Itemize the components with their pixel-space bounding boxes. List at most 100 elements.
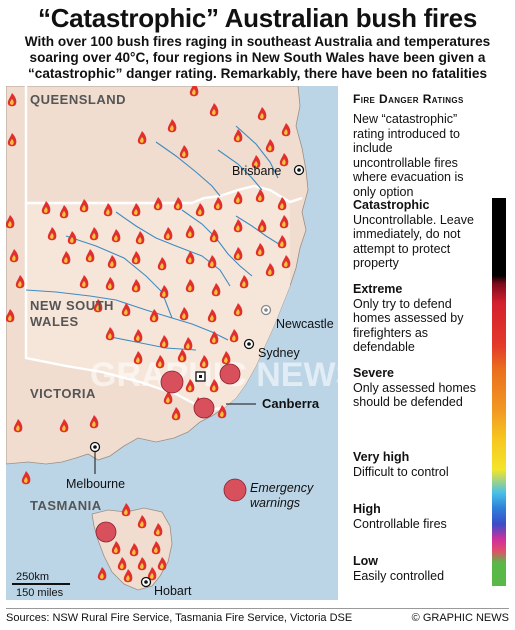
scale-bar: 250km 150 miles xyxy=(12,571,70,599)
fire-icon-core xyxy=(106,209,110,215)
fire-icon-core xyxy=(284,261,288,267)
fire-icon-core xyxy=(70,237,74,243)
fire-icon-core xyxy=(12,255,16,261)
fire-icon-core xyxy=(156,529,160,535)
danger-color-scale xyxy=(492,198,506,586)
fire-icon-core xyxy=(82,281,86,287)
rating-desc: Easily controlled xyxy=(353,568,445,583)
fire-icon-core xyxy=(166,397,170,403)
fire-icon-core xyxy=(126,575,130,581)
fire-danger-ratings-panel: Fire Danger Ratings New “catastrophic” r… xyxy=(343,86,510,600)
fire-icon-core xyxy=(140,563,144,569)
rating-catastrophic: Catastrophic Uncontrollable. Leave immed… xyxy=(353,198,483,271)
label-nsw-2: WALES xyxy=(30,314,79,329)
fire-icon-core xyxy=(96,305,100,311)
fire-icon-core xyxy=(212,109,216,115)
fire-icon-core xyxy=(188,385,192,391)
fire-icon-core xyxy=(280,203,284,209)
fire-icon-core xyxy=(156,203,160,209)
fire-icon-core xyxy=(236,253,240,259)
fire-icon-core xyxy=(258,249,262,255)
fire-icon-core xyxy=(140,521,144,527)
fire-icon-core xyxy=(10,139,14,145)
fire-icon-core xyxy=(236,197,240,203)
emergency-marker-tasmania xyxy=(95,521,117,543)
fire-icon-core xyxy=(136,357,140,363)
label-hobart: Hobart xyxy=(154,584,192,598)
fire-icon-core xyxy=(220,411,224,417)
rating-low: Low Easily controlled xyxy=(353,554,483,583)
fire-icon-core xyxy=(134,209,138,215)
fire-icon-core xyxy=(188,257,192,263)
fire-icon-core xyxy=(120,563,124,569)
label-scale-miles: 150 miles xyxy=(16,587,64,599)
fire-icon-core xyxy=(92,233,96,239)
fire-icon-core xyxy=(150,573,154,579)
page-subtitle: With over 100 bush fires raging in south… xyxy=(24,34,491,81)
fire-icon-core xyxy=(282,221,286,227)
fire-icon-core xyxy=(166,233,170,239)
fire-icon-core xyxy=(8,315,12,321)
fire-icon-core xyxy=(108,333,112,339)
fire-icon-core xyxy=(236,309,240,315)
ratings-note: New “catastrophic” rating introduced to … xyxy=(353,112,464,199)
footer-credit: © GRAPHIC NEWS xyxy=(411,612,509,624)
fire-icon-core xyxy=(158,361,162,367)
rating-desc: Only try to defend homes assessed by fir… xyxy=(353,296,464,355)
label-victoria: VICTORIA xyxy=(30,386,96,401)
fire-markers xyxy=(6,86,291,583)
fire-icon-core xyxy=(152,315,156,321)
rating-name: Very high xyxy=(353,450,410,464)
fire-icon-core xyxy=(124,509,128,515)
fire-icon-core xyxy=(188,285,192,291)
label-scale-km: 250km xyxy=(16,571,49,583)
fire-icon-core xyxy=(284,129,288,135)
fire-icon-core xyxy=(140,137,144,143)
fire-icon-core xyxy=(236,225,240,231)
fire-icon-core xyxy=(224,357,228,363)
fire-icon-core xyxy=(16,425,20,431)
rating-name: Low xyxy=(353,554,378,568)
rating-desc: Difficult to control xyxy=(353,464,449,479)
fire-icon-core xyxy=(210,261,214,267)
fire-icon-core xyxy=(260,225,264,231)
fire-icon-core xyxy=(214,289,218,295)
fire-icon-core xyxy=(44,207,48,213)
fire-icon-core xyxy=(260,113,264,119)
fire-icon-core xyxy=(82,205,86,211)
nsw-state xyxy=(26,186,290,410)
fire-icon-core xyxy=(182,151,186,157)
rating-extreme: Extreme Only try to defend homes assesse… xyxy=(353,282,483,355)
fire-icon-core xyxy=(160,263,164,269)
fire-icon-core xyxy=(176,203,180,209)
city-canberra: Canberra xyxy=(195,371,320,411)
footer-sources: Sources: NSW Rural Fire Service, Tasmani… xyxy=(6,612,353,624)
state-border-qld xyxy=(24,86,303,205)
fire-icon-core xyxy=(188,231,192,237)
fire-icon-core xyxy=(62,211,66,217)
fire-icon-core xyxy=(124,309,128,315)
emergency-marker-canberra-south xyxy=(193,397,215,419)
label-emergency-1: Emergency xyxy=(250,481,314,495)
fire-icon-core xyxy=(8,221,12,227)
fire-icon-core xyxy=(92,421,96,427)
fire-icon-core xyxy=(202,361,206,367)
label-melbourne: Melbourne xyxy=(66,477,125,491)
fire-icon-core xyxy=(132,549,136,555)
fire-icon-core xyxy=(50,233,54,239)
footer: Sources: NSW Rural Fire Service, Tasmani… xyxy=(6,608,509,627)
rating-very-high: Very high Difficult to control xyxy=(353,450,483,479)
fire-icon-core xyxy=(268,145,272,151)
label-emergency-2: warnings xyxy=(250,496,300,510)
emergency-markers xyxy=(95,363,247,543)
rating-severe: Severe Only assessed homes should be def… xyxy=(353,366,483,410)
label-queensland: QUEENSLAND xyxy=(30,92,126,107)
rating-name: Catastrophic xyxy=(353,198,430,212)
rating-high: High Controllable fires xyxy=(353,502,483,531)
fire-icon-core xyxy=(232,335,236,341)
fire-icon-core xyxy=(134,285,138,291)
rating-name: High xyxy=(353,502,381,516)
fire-icon-core xyxy=(138,237,142,243)
emergency-marker-canberra-north xyxy=(160,370,184,394)
